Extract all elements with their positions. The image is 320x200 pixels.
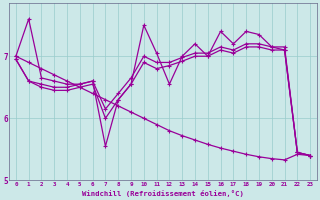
X-axis label: Windchill (Refroidissement éolien,°C): Windchill (Refroidissement éolien,°C) — [82, 190, 244, 197]
